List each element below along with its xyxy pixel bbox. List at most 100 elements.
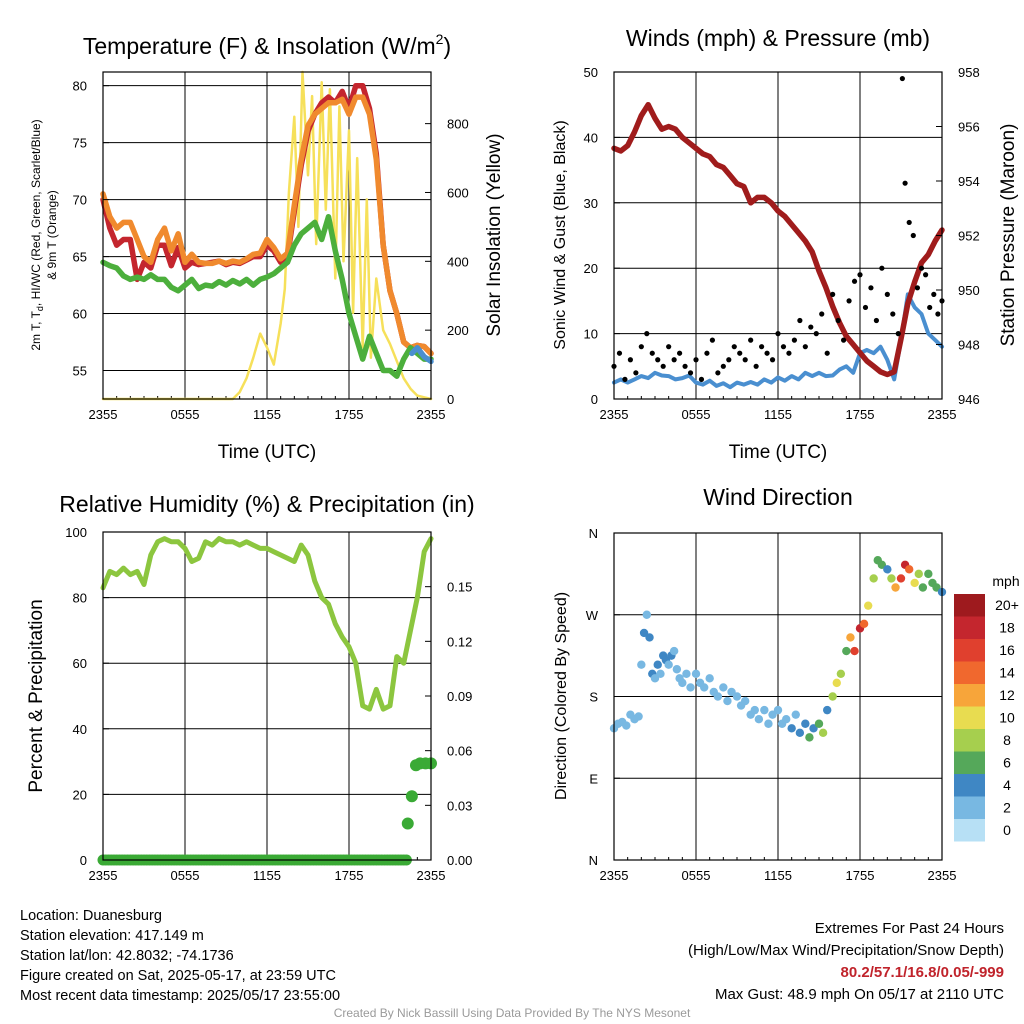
direction-point: [682, 669, 691, 678]
gust-point: [846, 298, 852, 304]
gust-point: [677, 350, 683, 356]
direction-point: [850, 646, 859, 656]
gust-point: [655, 357, 661, 363]
x-tick-label: 2355: [417, 407, 446, 422]
direction-point: [887, 574, 896, 583]
direction-point: [842, 646, 851, 656]
direction-point: [642, 610, 651, 619]
extremes-values: 80.2/57.1/16.8/0.05/-999: [840, 964, 1004, 981]
direction-point: [801, 719, 810, 728]
colorbar-swatch: [954, 774, 985, 797]
x-tick-label: 1755: [335, 407, 364, 422]
y-tick-label: 50: [584, 65, 598, 80]
direction-point: [910, 578, 919, 588]
gust-point: [622, 376, 628, 382]
direction-point: [686, 683, 695, 692]
direction-point: [760, 705, 769, 715]
extremes-subtitle: (High/Low/Max Wind/Precipitation/Snow De…: [688, 942, 1004, 959]
colorbar-swatch: [954, 661, 985, 684]
direction-point: [914, 569, 923, 579]
direction-point: [672, 665, 682, 674]
credit-text: Created By Nick Bassill Using Data Provi…: [333, 1006, 691, 1020]
direction-point: [795, 728, 805, 738]
y2-tick-label: 952: [958, 229, 980, 244]
y-axis-label-rest: , HI/WC (Red, Green, Scarlet/Blue): [29, 119, 43, 306]
x-tick-label: 1155: [764, 868, 792, 883]
y-tick-label: N: [589, 853, 598, 868]
gust-point: [923, 272, 929, 278]
gust-point: [862, 304, 869, 311]
y-tick-label: 70: [73, 193, 87, 208]
gust-point: [813, 331, 819, 337]
direction-point: [653, 660, 662, 669]
gust-point: [627, 357, 634, 363]
gust-point: [835, 317, 841, 324]
direction-point: [864, 601, 873, 610]
gust-point: [780, 344, 787, 350]
chart-title: Wind Direction: [703, 484, 853, 510]
direction-point: [719, 683, 728, 692]
gust-point: [824, 350, 830, 356]
direction-point: [828, 692, 837, 701]
y-tick-label: 40: [73, 722, 87, 737]
station-info: Location: Duanesburg Station elevation: …: [20, 906, 340, 1006]
gust-point: [895, 331, 901, 337]
direction-point: [787, 724, 796, 733]
y2-tick-label: 0.03: [447, 798, 472, 813]
gust-point: [704, 350, 710, 356]
y2-tick-label: 948: [958, 338, 980, 353]
precip-point: [405, 790, 418, 803]
y-tick-label: 60: [73, 307, 87, 322]
colorbar-label: 16: [999, 642, 1015, 658]
direction-point: [678, 678, 687, 688]
direction-point: [814, 719, 824, 728]
x-tick-label: 2355: [89, 868, 118, 883]
chart-title-end: ): [443, 33, 451, 59]
x-tick-label: 2355: [600, 868, 629, 883]
gust-point: [802, 344, 808, 350]
y2-tick-label: 956: [958, 120, 980, 135]
gust-point: [775, 331, 781, 337]
direction-point: [645, 633, 654, 642]
gust-point: [841, 337, 847, 343]
gust-point: [742, 357, 748, 363]
y-axis-label: Direction (Colored By Speed): [553, 592, 570, 800]
y-tick-label: W: [586, 608, 599, 623]
x-tick-label: 2355: [600, 407, 629, 422]
direction-point: [918, 583, 928, 592]
y-tick-label: 100: [65, 525, 87, 540]
y-tick-label: 0: [80, 853, 87, 868]
direction-point: [664, 660, 673, 669]
colorbar-swatch: [954, 706, 985, 729]
direction-point: [750, 705, 759, 715]
max-gust-text: Max Gust: 48.9 mph On 05/17 at 2110 UTC: [714, 986, 1004, 1003]
y2-axis-label: Solar Insolation (Yellow): [484, 133, 505, 336]
y2-tick-label: 0.09: [447, 689, 472, 704]
gust-point: [906, 219, 912, 226]
y2-tick-label: 0.12: [447, 634, 472, 649]
gust-point: [884, 291, 890, 297]
colorbar-swatch: [954, 639, 985, 662]
x-tick-label: 1155: [764, 407, 792, 422]
gust-point: [666, 344, 672, 350]
direction-point: [705, 674, 714, 683]
y2-tick-label: 950: [958, 283, 980, 298]
gust-point: [808, 324, 814, 330]
direction-point: [732, 692, 742, 701]
humidity-line: [100, 536, 434, 712]
gust-point: [660, 363, 666, 369]
y-tick-label: 40: [584, 130, 598, 145]
gust-point: [687, 370, 694, 376]
gust-point: [698, 376, 705, 382]
gust-point: [902, 180, 908, 186]
x-axis-label: Time (UTC): [218, 442, 317, 463]
y-tick-label: 20: [73, 787, 87, 802]
y-tick-label: 0: [591, 392, 598, 407]
gust-point: [868, 285, 874, 291]
colorbar-label: 20+: [995, 597, 1019, 613]
y-axis-label-line2: & 9m T (Orange): [45, 190, 59, 280]
gust-point: [890, 311, 896, 317]
x-tick-label: 2355: [928, 407, 957, 422]
direction-point: [669, 646, 679, 656]
gust-point: [726, 357, 732, 363]
